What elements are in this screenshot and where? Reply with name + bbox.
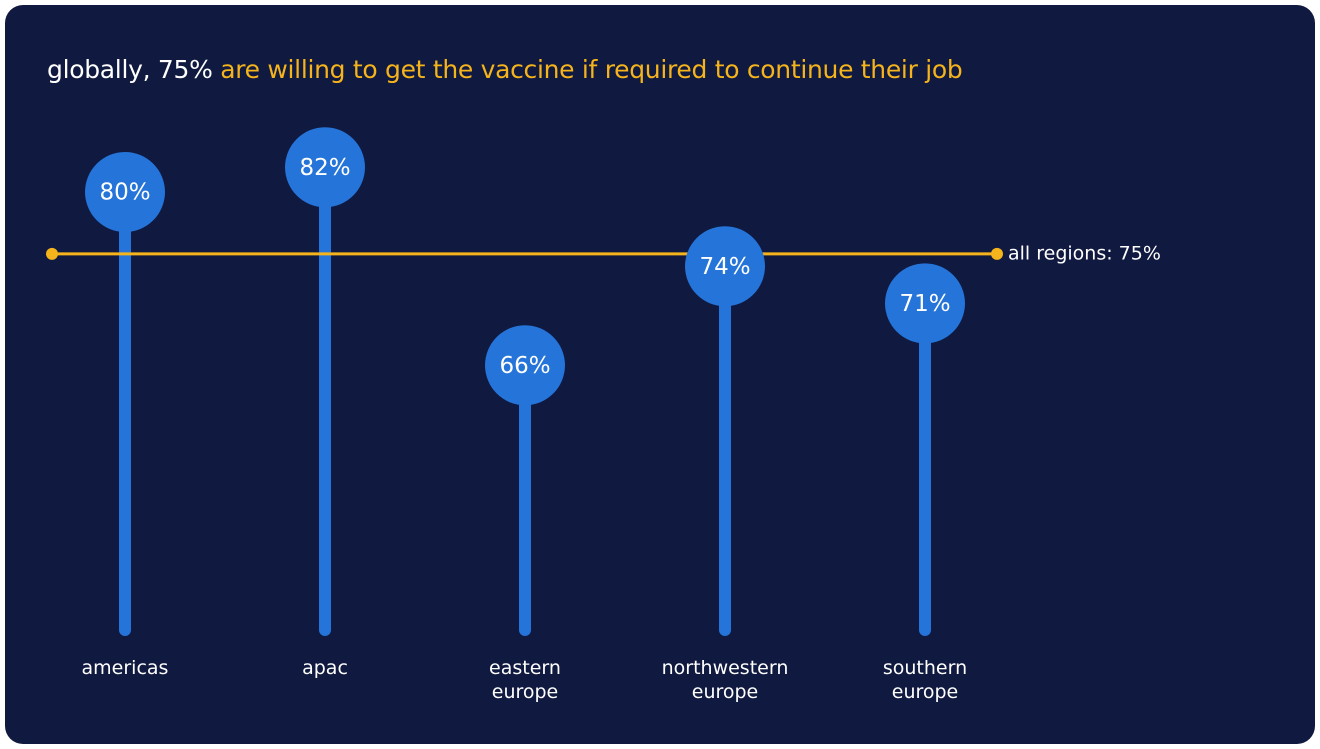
lollipop-head [885, 263, 965, 344]
lollipop-head [285, 127, 365, 208]
category-label: eastern europe [489, 657, 561, 703]
lollipop-head [685, 226, 765, 307]
category-label: southern europe [882, 657, 968, 703]
reference-dot [991, 247, 1003, 260]
value-label: 71% [899, 291, 950, 317]
title-lead: globally, 75% [47, 55, 221, 84]
value-label: 66% [499, 353, 550, 379]
value-label: 74% [699, 254, 750, 280]
category-label: americas [81, 657, 169, 679]
chart-title: globally, 75% are willing to get the vac… [47, 55, 963, 84]
reference-label: all regions: 75% [1008, 242, 1161, 264]
chart: all regions: 75% 80% 82% 66% 74% 71% [46, 127, 1161, 636]
value-label: 80% [99, 180, 150, 206]
category-label: northwestern europe [661, 657, 789, 703]
category-label: apac [302, 657, 348, 679]
lollipop-head [85, 152, 165, 232]
lollipop-head [485, 325, 565, 406]
value-label: 82% [299, 155, 350, 181]
reference-dot [46, 247, 58, 260]
title-highlight: are willing to get the vaccine if requir… [220, 55, 963, 84]
chart-card: globally, 75% are willing to get the vac… [5, 5, 1315, 744]
